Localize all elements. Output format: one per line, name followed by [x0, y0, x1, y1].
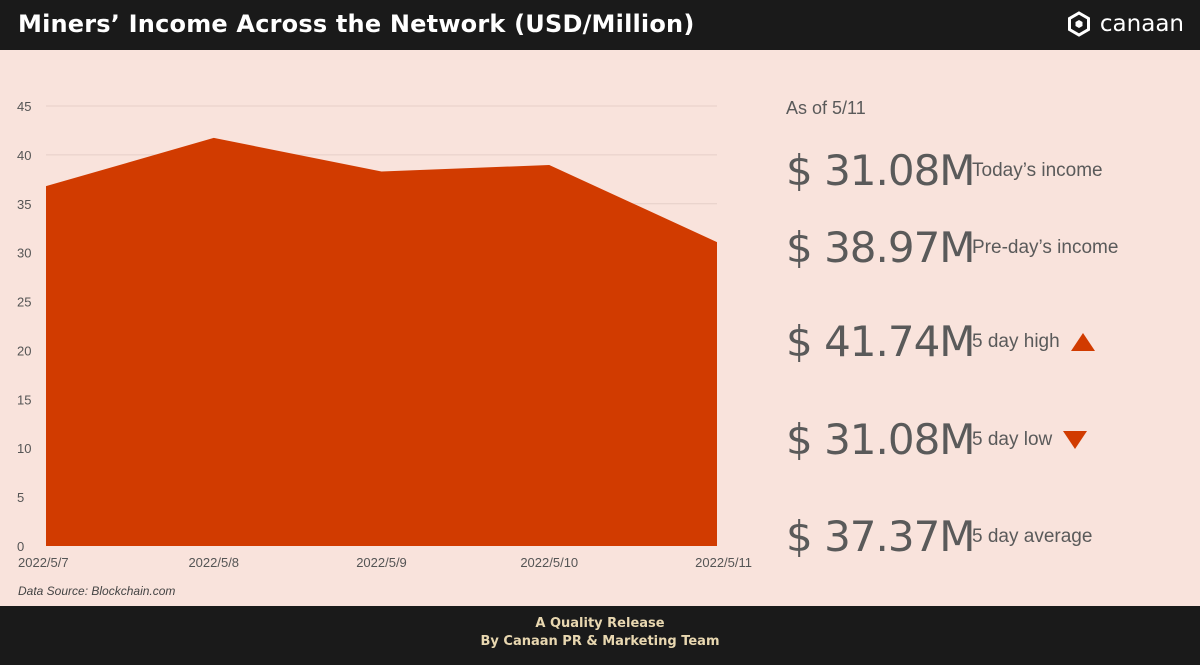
stat-label: 5 day low — [972, 428, 1053, 450]
y-tick-label: 15 — [17, 392, 31, 407]
header-bar: Miners’ Income Across the Network (USD/M… — [0, 0, 1200, 48]
y-tick-label: 45 — [17, 99, 31, 114]
y-tick-label: 0 — [17, 539, 24, 554]
stat-label: Today’s income — [972, 159, 1103, 181]
brand-logo: canaan — [1066, 8, 1184, 40]
y-tick-label: 25 — [17, 295, 31, 310]
footer-line-2: By Canaan PR & Marketing Team — [480, 634, 720, 649]
page-title: Miners’ Income Across the Network (USD/M… — [18, 10, 695, 38]
income-area — [46, 137, 717, 546]
x-tick-label: 2022/5/11 — [695, 555, 752, 570]
footer-line-1: A Quality Release — [535, 616, 665, 631]
stat-five-day-high: $ 41.74M 5 day high — [786, 317, 1096, 366]
stat-value: $ 31.08M — [786, 415, 976, 464]
x-tick-label: 2022/5/9 — [356, 555, 407, 570]
stat-value: $ 38.97M — [786, 223, 976, 272]
stat-previous-day-income: $ 38.97M Pre-day’s income — [786, 223, 1118, 272]
stat-today-income: $ 31.08M Today’s income — [786, 146, 1103, 195]
income-area-chart: 0 5 10 15 20 25 30 35 40 45 2022/5/7 2022/5/8 2022/5… — [17, 99, 752, 570]
y-tick-label: 30 — [17, 246, 31, 261]
triangle-up-icon — [1070, 332, 1095, 351]
brand-name: canaan — [1099, 11, 1184, 37]
x-tick-label: 2022/5/8 — [188, 555, 239, 570]
stat-value: $ 31.08M — [786, 146, 976, 195]
data-source-note: Data Source: Blockchain.com — [18, 584, 176, 598]
stat-label: Pre-day’s income — [972, 236, 1119, 258]
x-tick-label: 2022/5/7 — [18, 555, 69, 570]
stat-value: $ 37.37M — [786, 512, 976, 561]
content-panel: 0 5 10 15 20 25 30 35 40 45 2022/5/7 2022/5/8 2022/5… — [0, 50, 1200, 606]
y-tick-label: 5 — [17, 490, 24, 505]
canaan-logo-icon — [1067, 11, 1090, 37]
x-tick-label: 2022/5/10 — [520, 555, 578, 570]
stats-panel: As of 5/11 $ 31.08M Today’s income $ 38.… — [786, 50, 1186, 606]
stat-label: 5 day average — [972, 525, 1093, 547]
stat-value: $ 41.74M — [786, 317, 976, 366]
footer-bar: A Quality Release By Canaan PR & Marketi… — [0, 608, 1200, 665]
stat-five-day-average: $ 37.37M 5 day average — [786, 512, 1092, 561]
triangle-down-icon — [1063, 430, 1088, 449]
y-tick-label: 40 — [17, 148, 31, 163]
stat-label: 5 day high — [972, 330, 1060, 352]
y-tick-label: 35 — [17, 197, 31, 212]
y-tick-label: 10 — [17, 441, 31, 456]
as-of-date: As of 5/11 — [786, 98, 866, 118]
y-tick-label: 20 — [17, 343, 31, 358]
stat-five-day-low: $ 31.08M 5 day low — [786, 415, 1088, 464]
